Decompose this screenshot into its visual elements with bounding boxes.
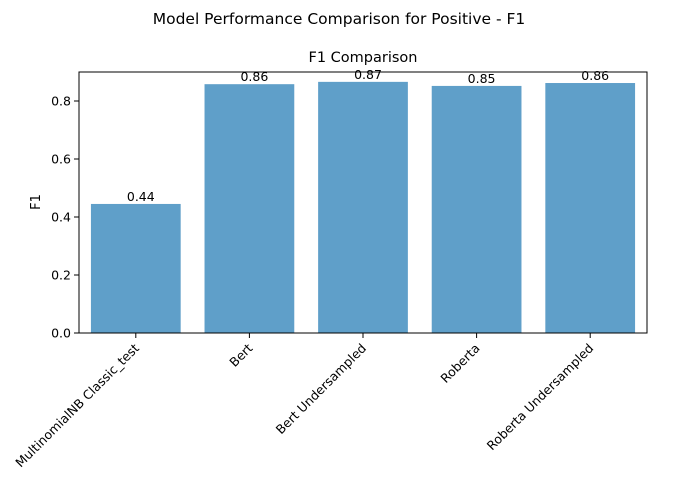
bar-value-label: 0.44 (127, 189, 155, 204)
x-tick-label: Bert (226, 340, 255, 369)
bars-layer (90, 81, 636, 334)
y-tick-label: 0.6 (51, 152, 71, 167)
bar (90, 203, 181, 333)
bar-value-label: 0.86 (581, 68, 609, 83)
bar-value-label: 0.85 (468, 71, 496, 86)
x-tick-label: Bert Undersampled (273, 341, 370, 438)
bar (204, 84, 295, 334)
bar-value-label: 0.87 (354, 67, 382, 82)
x-tick-label: Roberta Undersampled (484, 341, 597, 454)
chart-title: F1 Comparison (309, 50, 418, 66)
y-axis-label: F1 (29, 194, 44, 210)
value-labels-layer: 0.44 0.86 0.87 0.85 0.86 (127, 67, 609, 204)
bar (318, 81, 408, 333)
bar (545, 83, 636, 334)
y-tick-label: 0.8 (51, 94, 71, 109)
y-tick-label: 0.0 (51, 326, 71, 341)
y-tick-label: 0.4 (51, 210, 71, 225)
x-tick-label: Roberta (437, 341, 482, 386)
bar-value-label: 0.86 (240, 69, 268, 84)
y-tick-label: 0.2 (51, 268, 71, 283)
bar (431, 85, 522, 333)
figure-suptitle: Model Performance Comparison for Positiv… (153, 10, 526, 28)
x-axis: MultinomialNB Classic_test Bert Bert Under… (12, 333, 596, 470)
x-tick-label: MultinomialNB Classic_test (12, 340, 142, 470)
y-axis: 0.0 0.2 0.4 0.6 0.8 (51, 94, 79, 341)
